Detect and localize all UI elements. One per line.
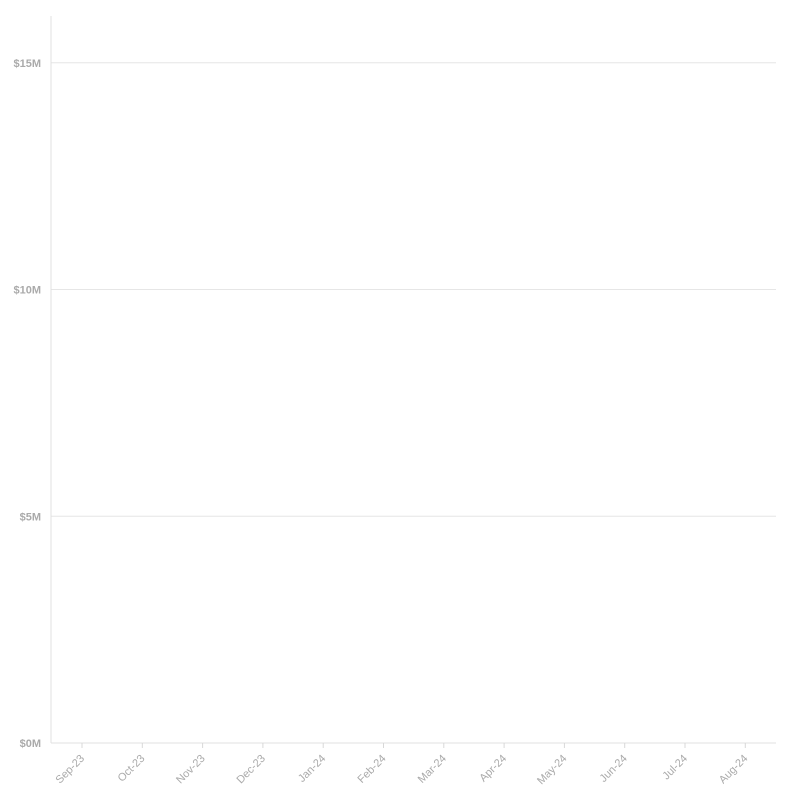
axes: [50, 16, 776, 744]
x-tick-label: Dec-23: [234, 753, 268, 787]
x-tick-label: Jun-24: [598, 753, 630, 785]
x-tick-label: Jan-24: [296, 753, 328, 785]
x-tick-label: May-24: [535, 753, 569, 787]
y-tick-label: $5M: [20, 511, 41, 523]
x-tick-label: Oct-23: [116, 753, 148, 785]
y-tick-label: $10M: [13, 285, 41, 297]
y-tick-label: $0M: [20, 738, 41, 750]
x-tick-label: Nov-23: [174, 753, 208, 787]
x-tick-label: Feb-24: [355, 753, 388, 786]
x-tick-label: Apr-24: [477, 753, 509, 785]
y-tick-label: $15M: [13, 58, 41, 70]
x-tick-label: Aug-24: [717, 753, 751, 787]
x-tick-label: Jul-24: [660, 753, 690, 783]
x-axis-ticks: Sep-23 Oct-23 Nov-23 Dec-23 Jan-24 Feb-24 Mar-…: [54, 743, 751, 787]
x-tick-label: Mar-24: [416, 753, 449, 786]
y-axis-ticks: $0M$5M$10M$15M$20M$25M$30M: [13, 58, 41, 750]
gridlines: [51, 62, 776, 517]
x-tick-label: Sep-23: [54, 753, 88, 787]
